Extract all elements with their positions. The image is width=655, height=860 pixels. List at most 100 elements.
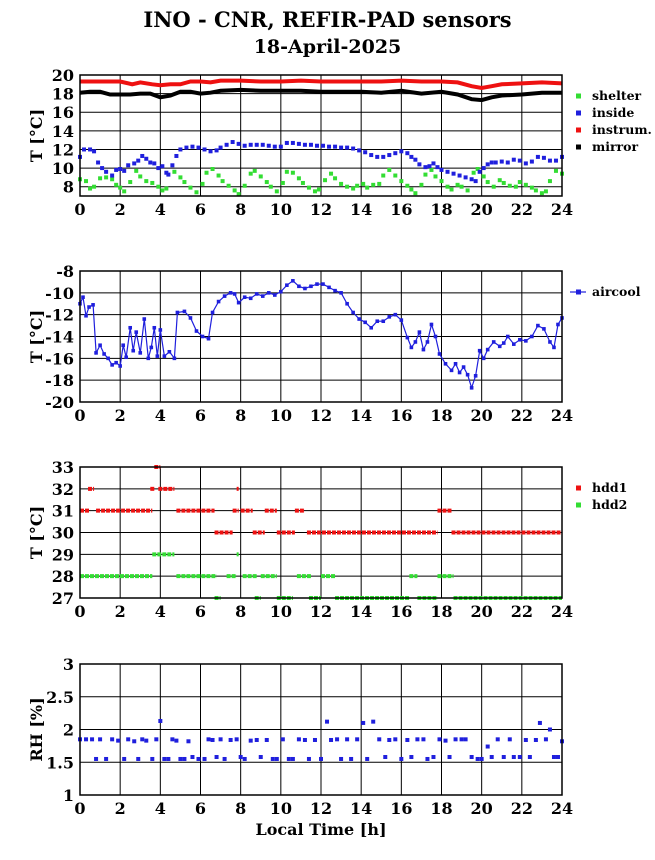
y-tick-label: 10 xyxy=(52,159,74,178)
x-tick-label: 8 xyxy=(235,406,246,425)
data-point xyxy=(102,352,106,356)
data-point xyxy=(296,176,301,181)
data-point xyxy=(100,166,105,171)
data-point xyxy=(329,737,334,742)
data-point xyxy=(98,737,103,742)
data-point xyxy=(126,163,131,168)
data-point xyxy=(413,157,418,162)
data-point xyxy=(439,167,444,172)
data-point xyxy=(278,144,283,149)
x-tick-label: 20 xyxy=(471,200,493,219)
data-point xyxy=(547,158,552,163)
data-point xyxy=(387,315,392,319)
data-point xyxy=(351,146,356,151)
data-point xyxy=(477,169,482,174)
data-point xyxy=(375,319,380,324)
data-point xyxy=(369,153,374,158)
data-point xyxy=(160,164,165,169)
data-point xyxy=(423,172,428,177)
plot-frame xyxy=(79,663,563,796)
data-point xyxy=(98,176,103,181)
data-point xyxy=(387,167,392,172)
data-point xyxy=(222,756,227,761)
data-point xyxy=(196,145,201,150)
data-point xyxy=(186,739,191,744)
data-point xyxy=(339,756,344,761)
data-point xyxy=(485,162,490,167)
data-point xyxy=(312,189,317,194)
data-point xyxy=(303,286,307,291)
data-point xyxy=(140,737,145,742)
data-point xyxy=(351,310,355,315)
data-point xyxy=(365,185,370,190)
data-point xyxy=(164,186,169,191)
series-inside xyxy=(78,140,564,184)
legend-label: mirror xyxy=(592,139,638,154)
legend-swatch xyxy=(576,127,581,133)
data-point xyxy=(155,354,160,358)
data-point xyxy=(290,756,295,761)
data-point xyxy=(128,325,133,330)
data-point xyxy=(459,184,464,189)
data-point xyxy=(361,181,366,186)
data-point xyxy=(323,178,328,183)
data-point xyxy=(216,299,221,304)
data-point xyxy=(258,755,263,760)
data-point xyxy=(387,153,392,158)
data-point xyxy=(505,334,510,339)
data-point xyxy=(184,145,189,150)
data-point xyxy=(156,184,161,189)
data-point xyxy=(393,312,398,317)
y-tick-label: -14 xyxy=(45,328,74,347)
data-point xyxy=(405,737,410,742)
data-point xyxy=(477,348,482,353)
data-point xyxy=(132,739,137,744)
x-tick-label: 22 xyxy=(511,799,533,818)
x-tick-label: 12 xyxy=(310,602,332,621)
data-point xyxy=(248,171,253,176)
data-point xyxy=(254,142,259,147)
data-point xyxy=(505,160,510,165)
x-tick-label: 18 xyxy=(430,799,452,818)
data-point xyxy=(150,180,155,185)
data-point xyxy=(491,340,496,344)
data-point xyxy=(345,145,350,150)
data-point xyxy=(182,180,187,185)
data-point xyxy=(409,187,414,192)
data-point xyxy=(453,737,458,742)
data-point xyxy=(363,150,368,155)
data-point xyxy=(167,349,172,354)
data-point xyxy=(523,737,528,742)
x-tick-label: 4 xyxy=(155,200,166,219)
data-point xyxy=(274,189,279,194)
data-point xyxy=(361,720,366,725)
data-point xyxy=(150,756,155,761)
data-point xyxy=(90,737,95,742)
data-point xyxy=(110,173,115,178)
data-point xyxy=(121,343,125,348)
x-tick-label: 18 xyxy=(430,200,452,219)
data-point xyxy=(523,161,528,166)
data-point xyxy=(451,171,456,176)
data-point xyxy=(425,756,430,761)
data-point xyxy=(308,142,313,147)
data-point xyxy=(232,292,237,296)
data-point xyxy=(541,155,546,160)
data-point xyxy=(148,160,153,165)
data-point xyxy=(178,175,183,180)
y-tick-label: -8 xyxy=(56,262,74,281)
series-mirror xyxy=(79,87,562,103)
data-point xyxy=(489,160,494,165)
data-point xyxy=(226,183,231,188)
data-point xyxy=(417,162,422,167)
data-point xyxy=(465,188,470,193)
data-point xyxy=(481,356,486,361)
data-point xyxy=(110,177,115,182)
data-point xyxy=(309,284,313,289)
data-point xyxy=(543,737,548,742)
data-point xyxy=(296,141,301,146)
y-tick-label: 31 xyxy=(52,502,74,521)
data-point xyxy=(375,154,380,159)
chart-subtitle: 18-April-2025 xyxy=(253,36,402,58)
